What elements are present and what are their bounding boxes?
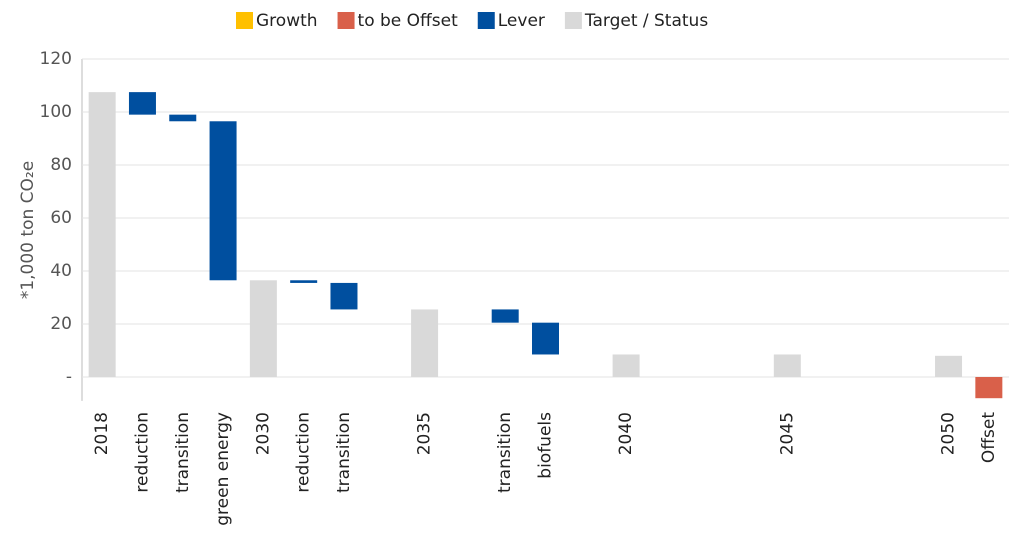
legend-swatch (564, 12, 582, 29)
x-tick-label: transition (495, 412, 515, 493)
bar (290, 280, 318, 283)
x-tick-label: Offset (979, 412, 999, 463)
bar (330, 282, 358, 310)
bar (88, 92, 116, 377)
x-tick-label: 2018 (92, 412, 112, 455)
bar (975, 377, 1003, 399)
x-tick-label: biofuels (536, 412, 556, 479)
y-tick-label: 40 (50, 261, 72, 281)
x-tick-label: reduction (132, 412, 152, 493)
x-tick-label: transition (334, 412, 354, 493)
bar (249, 280, 277, 377)
bar (491, 309, 519, 323)
bar (209, 121, 237, 281)
x-tick-label: transition (173, 412, 193, 493)
y-tick-label: - (66, 367, 72, 387)
x-tick-label: green energy (213, 412, 233, 526)
y-tick-label: 100 (40, 102, 72, 122)
bar (128, 92, 156, 115)
x-tick-label: 2040 (616, 412, 636, 455)
bar (169, 114, 197, 122)
bar (935, 355, 963, 377)
legend-swatch (236, 12, 253, 29)
x-tick-label: 2050 (939, 412, 959, 455)
y-tick-label: 60 (50, 208, 72, 228)
legend-label: Growth (256, 11, 318, 31)
legend-swatch (337, 12, 355, 29)
x-tick-label: 2035 (415, 412, 435, 455)
bar (773, 354, 801, 377)
legend-label: Lever (498, 11, 545, 31)
legend-label: to be Offset (358, 11, 459, 31)
y-tick-label: 80 (50, 155, 72, 175)
bar (411, 309, 439, 377)
bar (612, 354, 640, 377)
x-tick-label: 2045 (777, 412, 797, 455)
legend-label: Target / Status (584, 11, 708, 31)
y-tick-label: 20 (50, 314, 72, 334)
bar (532, 322, 559, 355)
legend-swatch (477, 12, 495, 29)
y-axis-label: *1,000 ton CO₂e (18, 161, 38, 299)
y-tick-label: 120 (40, 49, 72, 69)
x-tick-label: 2030 (253, 412, 273, 455)
x-tick-label: reduction (294, 412, 314, 493)
